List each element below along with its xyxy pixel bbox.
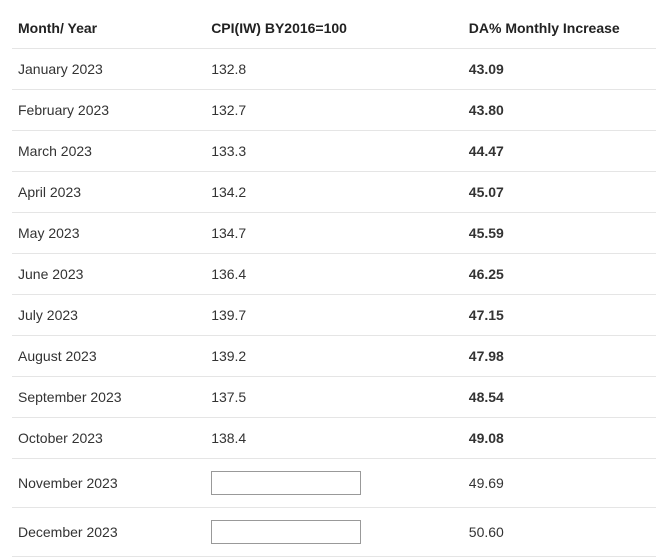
cell-cpi: 139.2: [205, 336, 463, 377]
header-da: DA% Monthly Increase: [463, 8, 656, 49]
cell-cpi-input-wrap: [205, 508, 463, 557]
cell-cpi: 132.8: [205, 49, 463, 90]
cell-da: 50.60: [463, 508, 656, 557]
cell-da: 44.47: [463, 131, 656, 172]
cell-cpi: 139.7: [205, 295, 463, 336]
cell-da: 47.98: [463, 336, 656, 377]
cpi-input-november[interactable]: [211, 471, 361, 495]
table-row: July 2023 139.7 47.15: [12, 295, 656, 336]
table-row: May 2023 134.7 45.59: [12, 213, 656, 254]
cell-da: 49.08: [463, 418, 656, 459]
cell-da: 47.15: [463, 295, 656, 336]
header-cpi: CPI(IW) BY2016=100: [205, 8, 463, 49]
cell-month: August 2023: [12, 336, 205, 377]
table-row: January 2023 132.8 43.09: [12, 49, 656, 90]
cell-da: 49.69: [463, 459, 656, 508]
cell-cpi: 134.7: [205, 213, 463, 254]
da-cpi-table: Month/ Year CPI(IW) BY2016=100 DA% Month…: [12, 8, 656, 557]
cell-cpi: 133.3: [205, 131, 463, 172]
table-row: December 2023 50.60: [12, 508, 656, 557]
cell-month: November 2023: [12, 459, 205, 508]
cell-da: 43.80: [463, 90, 656, 131]
cell-da: 48.54: [463, 377, 656, 418]
cell-cpi: 134.2: [205, 172, 463, 213]
cell-cpi: 138.4: [205, 418, 463, 459]
cell-month: April 2023: [12, 172, 205, 213]
cell-da: 43.09: [463, 49, 656, 90]
cell-month: March 2023: [12, 131, 205, 172]
cell-month: June 2023: [12, 254, 205, 295]
table-row: June 2023 136.4 46.25: [12, 254, 656, 295]
cell-month: February 2023: [12, 90, 205, 131]
cell-da: 45.59: [463, 213, 656, 254]
cell-cpi-input-wrap: [205, 459, 463, 508]
table-row: November 2023 49.69: [12, 459, 656, 508]
cell-month: January 2023: [12, 49, 205, 90]
table-row: March 2023 133.3 44.47: [12, 131, 656, 172]
table-row: August 2023 139.2 47.98: [12, 336, 656, 377]
table-row: October 2023 138.4 49.08: [12, 418, 656, 459]
cell-da: 45.07: [463, 172, 656, 213]
cell-da: 46.25: [463, 254, 656, 295]
cell-cpi: 136.4: [205, 254, 463, 295]
cell-cpi: 132.7: [205, 90, 463, 131]
table-row: September 2023 137.5 48.54: [12, 377, 656, 418]
cell-month: May 2023: [12, 213, 205, 254]
cell-cpi: 137.5: [205, 377, 463, 418]
table-header-row: Month/ Year CPI(IW) BY2016=100 DA% Month…: [12, 8, 656, 49]
cpi-input-december[interactable]: [211, 520, 361, 544]
table-row: February 2023 132.7 43.80: [12, 90, 656, 131]
header-month: Month/ Year: [12, 8, 205, 49]
cell-month: December 2023: [12, 508, 205, 557]
cell-month: September 2023: [12, 377, 205, 418]
cell-month: July 2023: [12, 295, 205, 336]
table-row: April 2023 134.2 45.07: [12, 172, 656, 213]
cell-month: October 2023: [12, 418, 205, 459]
